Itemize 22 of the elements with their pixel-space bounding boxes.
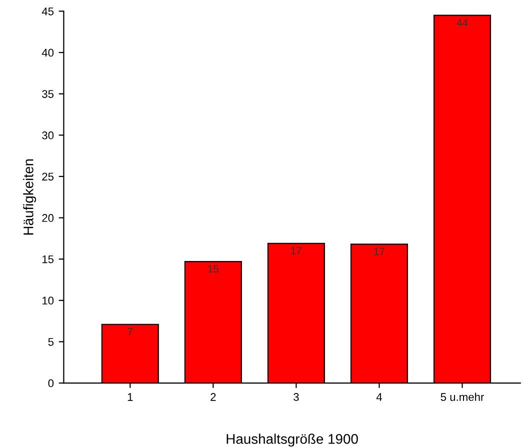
y-tick-label: 30	[42, 131, 54, 140]
x-tick-label: 3	[294, 393, 299, 401]
data-label: 17	[291, 247, 302, 254]
data-label: 7	[128, 328, 133, 336]
y-tick-label: 5	[48, 338, 54, 346]
y-axis-title: Häufigkeiten	[23, 159, 36, 235]
y-tick-label: 35	[42, 90, 54, 98]
x-tick-label: 5 u.mehr	[440, 392, 484, 401]
y-tick-label: 25	[42, 172, 54, 181]
y-tick-label: 20	[42, 214, 54, 222]
x-tick-label: 4	[376, 393, 382, 401]
x-axis-title: Haushaltsgröße 1900	[226, 434, 358, 447]
y-tick-label: 10	[42, 296, 54, 305]
x-tick-label: 2	[210, 393, 216, 401]
y-tick-label: 40	[42, 48, 54, 57]
x-tick-label: 1	[128, 393, 133, 401]
data-label: 17	[374, 248, 384, 256]
data-label: 44	[456, 19, 468, 26]
y-tick-label: 15	[42, 255, 54, 264]
y-tick-label: 45	[42, 8, 54, 16]
y-tick-label: 0	[48, 379, 54, 388]
data-label: 15	[208, 265, 219, 273]
